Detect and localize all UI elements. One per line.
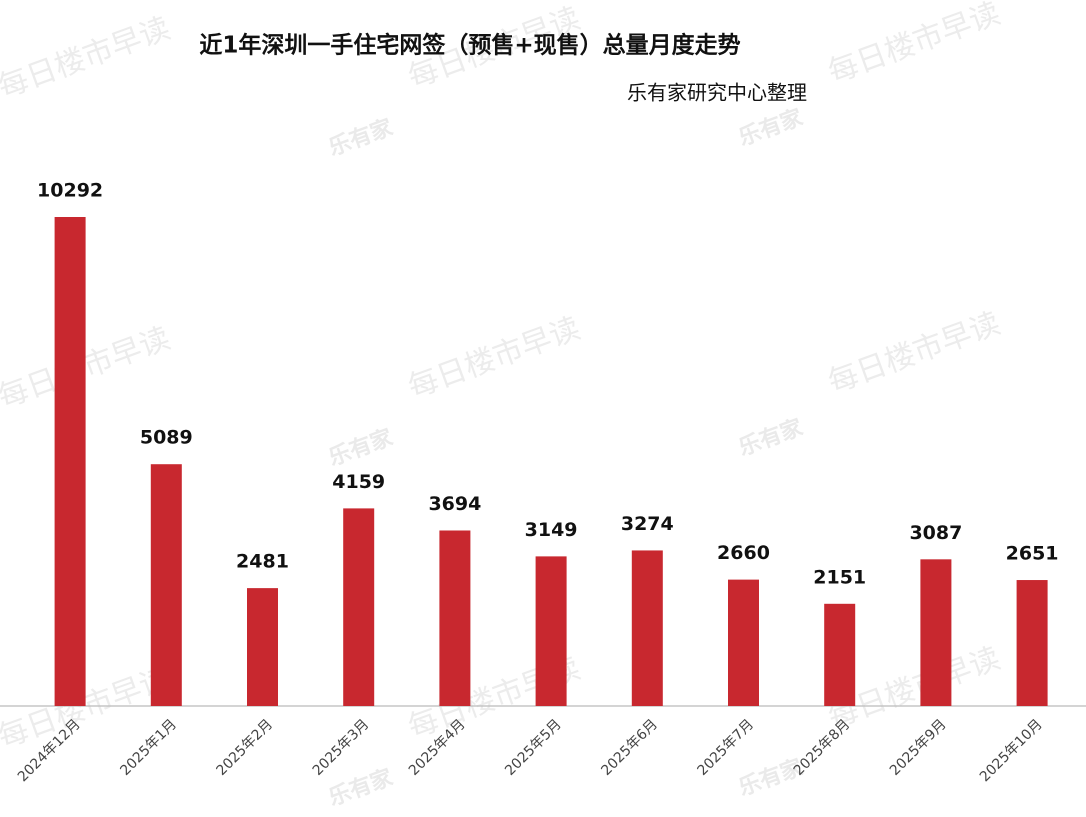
bar <box>824 603 856 706</box>
watermark-logo: 乐有家 <box>325 114 397 161</box>
watermark-text: 每日楼市早读 <box>404 311 585 405</box>
bar <box>54 217 86 706</box>
watermark-text: 每日楼市早读 <box>0 321 175 415</box>
bar <box>247 588 278 706</box>
x-tick-label: 2025年8月 <box>791 716 854 779</box>
watermark-logo: 乐有家 <box>325 424 397 471</box>
x-tick-label: 2025年9月 <box>887 716 950 779</box>
bar <box>150 464 182 706</box>
value-label: 2660 <box>717 542 770 564</box>
bar <box>631 550 663 706</box>
bar <box>535 556 567 706</box>
x-tick-label: 2025年10月 <box>977 716 1046 785</box>
watermark-logo: 乐有家 <box>735 414 807 461</box>
value-label: 2481 <box>236 551 289 573</box>
value-label: 3274 <box>621 513 674 535</box>
value-label: 3149 <box>525 519 578 541</box>
value-label: 2651 <box>1006 543 1059 565</box>
chart-subtitle: 乐有家研究中心整理 <box>627 81 807 105</box>
value-label: 5089 <box>140 427 193 449</box>
bar <box>343 508 375 706</box>
value-label: 3087 <box>909 522 962 544</box>
value-label: 3694 <box>428 493 481 515</box>
x-tick-label: 2025年2月 <box>214 716 277 779</box>
value-label: 4159 <box>332 471 385 493</box>
watermark-text: 每日楼市早读 <box>824 306 1005 400</box>
x-tick-label: 2025年7月 <box>695 716 758 779</box>
x-tick-label: 2025年1月 <box>117 716 180 779</box>
watermark-text: 每日楼市早读 <box>0 11 175 105</box>
bar <box>439 530 471 706</box>
watermark-text: 每日楼市早读 <box>824 0 1005 91</box>
x-tick-label: 2025年6月 <box>598 716 661 779</box>
x-tick-label: 2025年5月 <box>502 716 565 779</box>
watermark-logo: 乐有家 <box>735 104 807 151</box>
watermark-logo: 乐有家 <box>325 764 397 811</box>
chart-title: 近1年深圳一手住宅网签（预售+现售）总量月度走势 <box>199 32 740 59</box>
value-label: 2151 <box>813 566 866 588</box>
bar <box>920 559 952 706</box>
x-tick-label: 2025年3月 <box>310 716 373 779</box>
bar <box>1016 580 1048 706</box>
value-label: 10292 <box>37 180 103 202</box>
bar <box>728 579 759 706</box>
